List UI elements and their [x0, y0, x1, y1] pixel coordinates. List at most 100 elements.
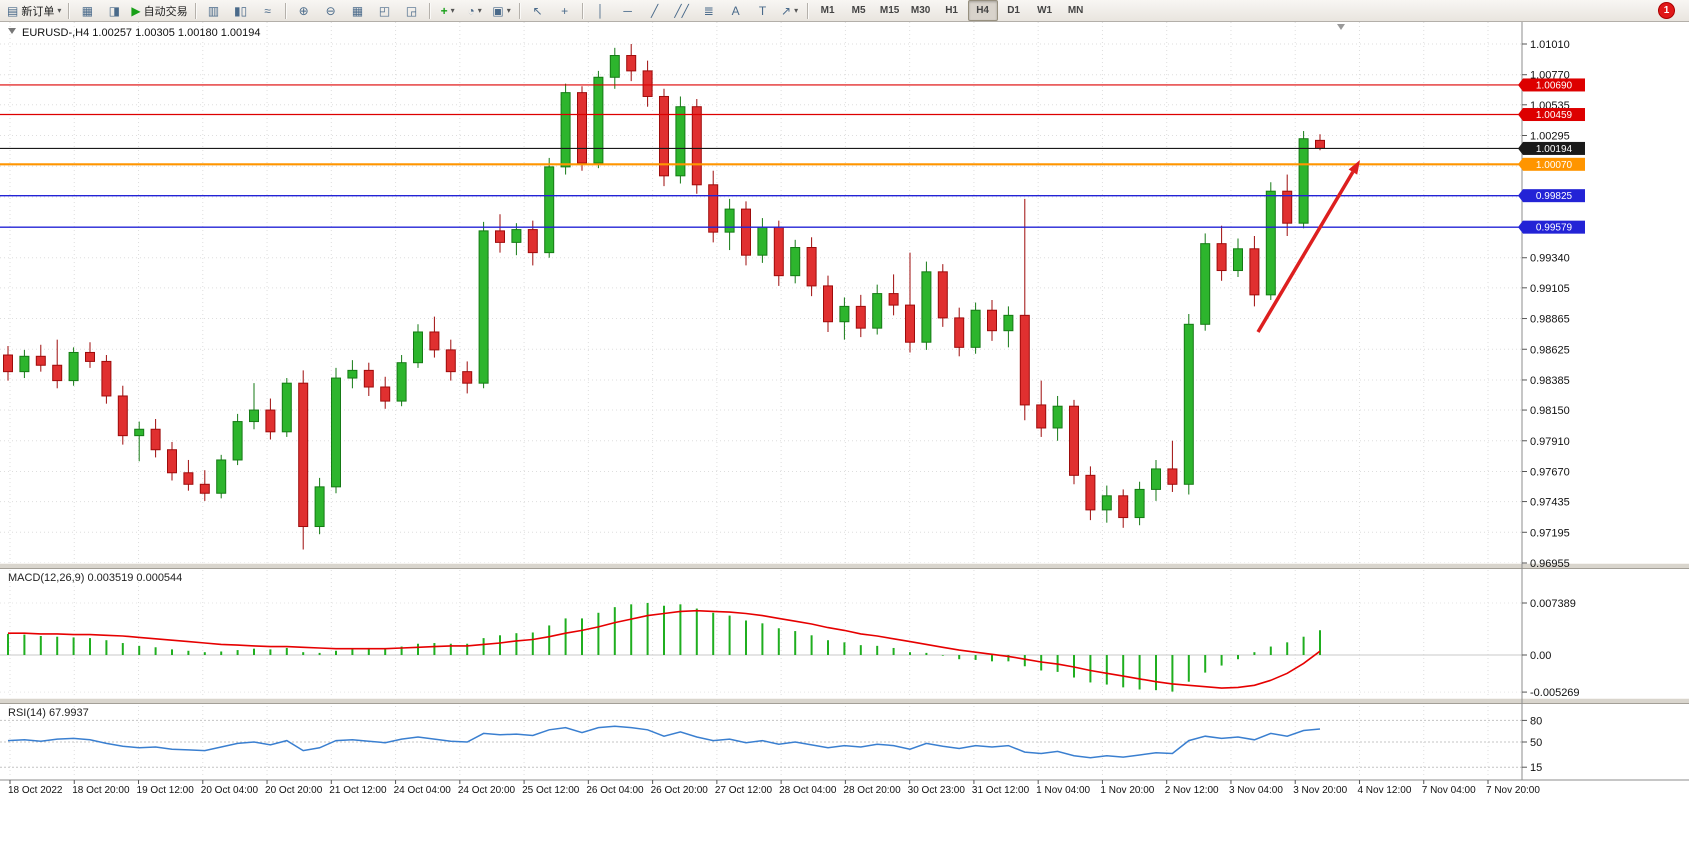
svg-text:19 Oct 12:00: 19 Oct 12:00 — [137, 785, 195, 796]
timeframe-h1-button[interactable]: H1 — [945, 5, 958, 16]
horizontal-line-button[interactable]: ─ — [615, 0, 641, 21]
svg-text:21 Oct 12:00: 21 Oct 12:00 — [329, 785, 387, 796]
toolbar-separator — [284, 2, 287, 19]
svg-text:0.00: 0.00 — [1530, 650, 1551, 662]
timeframe-w1-button[interactable]: W1 — [1037, 5, 1053, 16]
indicator-window-button[interactable]: ◰ — [372, 0, 398, 21]
arrows-icon: ↗ — [781, 3, 792, 18]
autotrading-button[interactable]: ▶ 自动交易 — [128, 0, 190, 21]
zoom-out-icon: ⊖ — [325, 3, 336, 18]
cursor-button[interactable]: ↖ — [525, 0, 551, 21]
svg-text:0.98385: 0.98385 — [1530, 375, 1570, 387]
svg-text:1.00295: 1.00295 — [1530, 131, 1570, 143]
svg-text:1 Nov 20:00: 1 Nov 20:00 — [1100, 785, 1154, 796]
zoom-in-icon: ⊕ — [298, 3, 309, 18]
svg-text:1.00070: 1.00070 — [1536, 160, 1573, 171]
toolbar-separator — [518, 2, 521, 19]
svg-text:0.007389: 0.007389 — [1530, 598, 1576, 610]
chevron-down-icon: ▾ — [477, 6, 482, 15]
cursor-icon: ↖ — [532, 3, 543, 18]
svg-text:4 Nov 12:00: 4 Nov 12:00 — [1357, 785, 1411, 796]
timeframe-h4-button[interactable]: H4 — [967, 0, 998, 21]
toolbar-separator — [68, 2, 71, 19]
market-watch-button[interactable]: ◨ — [101, 0, 127, 21]
svg-text:18 Oct 20:00: 18 Oct 20:00 — [72, 785, 130, 796]
templates-button[interactable]: ▣ ▾ — [489, 0, 515, 21]
svg-text:24 Oct 20:00: 24 Oct 20:00 — [458, 785, 516, 796]
toolbar-separator — [428, 2, 431, 19]
autotrading-play-icon: ▶ — [131, 3, 141, 18]
timeframe-m5-button[interactable]: M5 — [851, 5, 866, 16]
toolbar-separator — [581, 2, 584, 19]
trendline-button[interactable]: ╱ — [642, 0, 668, 21]
svg-text:0.98625: 0.98625 — [1530, 344, 1570, 356]
svg-text:27 Oct 12:00: 27 Oct 12:00 — [715, 785, 773, 796]
bar-chart-button[interactable]: ▥ — [201, 0, 227, 21]
svg-text:0.99340: 0.99340 — [1530, 253, 1570, 265]
timeframe-m30-button[interactable]: M30 — [910, 5, 931, 16]
chevron-down-icon: ▾ — [794, 6, 799, 15]
svg-text:31 Oct 12:00: 31 Oct 12:00 — [972, 785, 1030, 796]
chart-window[interactable]: 1.010101.007701.005351.002951.000550.998… — [0, 22, 1689, 863]
svg-text:MACD(12,26,9) 0.003519 0.00054: MACD(12,26,9) 0.003519 0.000544 — [8, 572, 182, 584]
timeframe-m1-button[interactable]: M1 — [820, 5, 835, 16]
timeframe-mn-button[interactable]: MN — [1067, 5, 1084, 16]
new-order-icon: ▤ — [7, 3, 19, 18]
svg-text:0.96955: 0.96955 — [1530, 558, 1570, 570]
svg-text:18 Oct 2022: 18 Oct 2022 — [8, 785, 63, 796]
timeframe-m15-button[interactable]: M15 — [879, 5, 900, 16]
text-label-button[interactable]: T — [750, 0, 776, 21]
fibonacci-button[interactable]: ≣ — [696, 0, 722, 21]
line-chart-button[interactable]: ≈ — [255, 0, 281, 21]
periods-clock-icon: ◔ — [467, 3, 475, 18]
tile-windows-button[interactable]: ▦ — [345, 0, 371, 21]
svg-text:1 Nov 04:00: 1 Nov 04:00 — [1036, 785, 1090, 796]
chevron-down-icon: ▾ — [506, 6, 511, 15]
svg-text:1.01010: 1.01010 — [1530, 39, 1570, 51]
tile-windows-icon: ▦ — [351, 3, 364, 18]
main-toolbar: ▤ 新订单 ▾ ▦ ◨ ▶ 自动交易 ▥ ▮▯ ≈ ⊕ ⊖ — [0, 0, 1689, 22]
zoom-in-button[interactable]: ⊕ — [291, 0, 317, 21]
svg-text:15: 15 — [1530, 762, 1542, 774]
svg-text:0.97910: 0.97910 — [1530, 436, 1570, 448]
crosshair-button[interactable]: + — [552, 0, 578, 21]
vertical-line-icon: │ — [596, 3, 605, 18]
objects-window-button[interactable]: ◲ — [399, 0, 425, 21]
new-order-label: 新订单 — [21, 5, 55, 18]
svg-text:EURUSD-,H4 1.00257 1.00305 1.: EURUSD-,H4 1.00257 1.00305 1.00180 1.001… — [22, 27, 261, 39]
charts-grid-button[interactable]: ▦ — [74, 0, 100, 21]
horizontal-line-icon: ─ — [623, 3, 632, 18]
svg-text:1.00194: 1.00194 — [1536, 144, 1573, 155]
chart-canvas[interactable]: 1.010101.007701.005351.002951.000550.998… — [0, 22, 1689, 863]
svg-text:0.98150: 0.98150 — [1530, 405, 1570, 417]
svg-text:30 Oct 23:00: 30 Oct 23:00 — [908, 785, 966, 796]
svg-text:28 Oct 20:00: 28 Oct 20:00 — [843, 785, 901, 796]
svg-text:0.99105: 0.99105 — [1530, 283, 1570, 295]
channel-button[interactable]: ╱╱ — [669, 0, 695, 21]
periods-button[interactable]: ◔ ▾ — [462, 0, 488, 21]
svg-text:-0.005269: -0.005269 — [1530, 687, 1580, 699]
objects-window-icon: ◲ — [405, 3, 418, 18]
arrows-button[interactable]: ↗ ▾ — [777, 0, 803, 21]
add-indicator-button[interactable]: + ▾ — [435, 0, 461, 21]
vertical-line-button[interactable]: │ — [588, 0, 614, 21]
autotrading-label: 自动交易 — [143, 5, 188, 18]
svg-text:1.00459: 1.00459 — [1536, 110, 1573, 121]
svg-text:RSI(14) 67.9937: RSI(14) 67.9937 — [8, 707, 89, 719]
text-button[interactable]: A — [723, 0, 749, 21]
new-order-button[interactable]: ▤ 新订单 ▾ — [4, 0, 64, 21]
toolbar-separator — [806, 2, 809, 19]
svg-text:7 Nov 20:00: 7 Nov 20:00 — [1486, 785, 1540, 796]
svg-text:0.98865: 0.98865 — [1530, 314, 1570, 326]
zoom-out-button[interactable]: ⊖ — [318, 0, 344, 21]
notification-badge[interactable]: 1 — [1658, 2, 1675, 19]
svg-text:2 Nov 12:00: 2 Nov 12:00 — [1165, 785, 1219, 796]
crosshair-icon: + — [561, 3, 569, 18]
indicator-window-icon: ◰ — [378, 3, 391, 18]
trendline-icon: ╱ — [650, 3, 659, 18]
line-chart-icon: ≈ — [264, 3, 271, 18]
candle-chart-button[interactable]: ▮▯ — [228, 0, 254, 21]
timeframe-d1-button[interactable]: D1 — [1007, 5, 1020, 16]
svg-text:24 Oct 04:00: 24 Oct 04:00 — [394, 785, 452, 796]
